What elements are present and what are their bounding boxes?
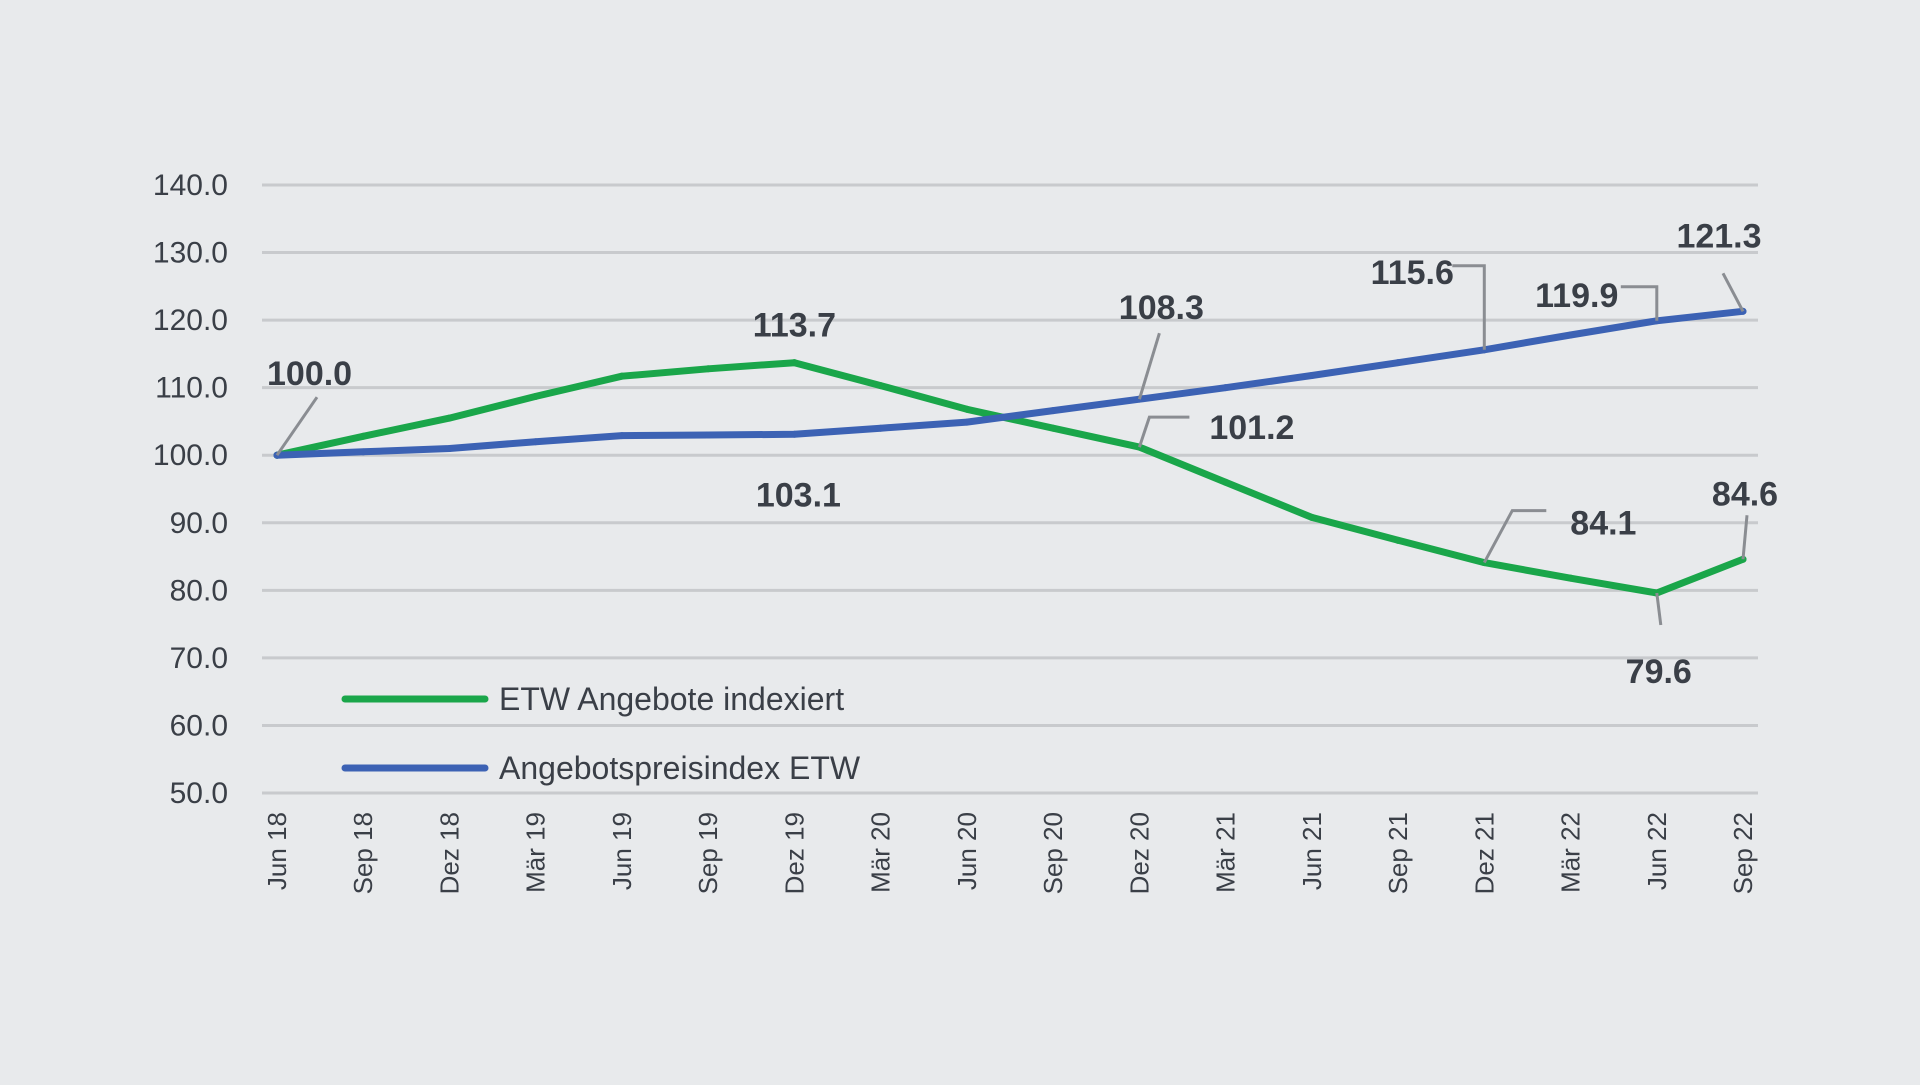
x-tick-label: Dez 19 <box>779 812 809 894</box>
legend-label-1: ETW Angebote indexiert <box>499 681 844 717</box>
data-point <box>618 372 626 380</box>
y-tick-label: 120.0 <box>153 304 228 337</box>
x-tick-label: Mär 22 <box>1556 812 1586 893</box>
x-tick-label: Jun 22 <box>1642 812 1672 890</box>
x-tick-label: Mär 20 <box>866 812 896 893</box>
data-point <box>790 430 798 438</box>
data-label: 101.2 <box>1209 409 1294 447</box>
data-point <box>532 438 540 446</box>
data-point <box>1049 424 1057 432</box>
data-point <box>1308 513 1316 521</box>
x-tick-label: Sep 18 <box>348 812 378 894</box>
x-tick-label: Jun 18 <box>262 812 292 890</box>
x-tick-label: Jun 20 <box>952 812 982 890</box>
legend: ETW Angebote indexiert Angebotspreisindex… <box>341 681 861 786</box>
legend-label-2: Angebotspreisindex ETW <box>499 750 861 786</box>
y-tick-label: 80.0 <box>170 574 228 607</box>
data-label: 103.1 <box>756 476 841 514</box>
data-point <box>877 424 885 432</box>
label-leader-lines <box>275 264 1749 626</box>
leader-line <box>1741 515 1749 560</box>
x-axis: Jun 18 Sep 18 Dez 18 Mär 19 Jun 19 Sep 19 Dez … <box>262 812 1758 894</box>
data-point <box>359 432 367 440</box>
leader-line <box>1620 285 1659 321</box>
data-point <box>1567 331 1575 339</box>
x-tick-label: Mär 21 <box>1211 812 1241 893</box>
x-tick-label: Mär 19 <box>521 812 551 893</box>
y-tick-label: 90.0 <box>170 507 228 540</box>
leader-line <box>1721 272 1745 312</box>
y-tick-label: 130.0 <box>153 237 228 270</box>
y-tick-label: 140.0 <box>153 169 228 202</box>
data-point <box>1308 372 1316 380</box>
series-line-1 <box>273 359 1747 597</box>
y-tick-label: 70.0 <box>170 642 228 675</box>
data-label: 113.7 <box>753 307 836 345</box>
leader-line <box>1137 332 1161 400</box>
data-point <box>1480 346 1488 354</box>
y-tick-label: 100.0 <box>153 439 228 472</box>
data-label: 119.9 <box>1535 277 1618 315</box>
x-tick-label: Dez 21 <box>1469 812 1499 894</box>
x-tick-label: Sep 22 <box>1728 812 1758 894</box>
data-point <box>790 359 798 367</box>
x-tick-label: Jun 21 <box>1297 812 1327 890</box>
data-point <box>1567 574 1575 582</box>
data-point <box>877 382 885 390</box>
data-label: 108.3 <box>1119 289 1204 327</box>
data-point <box>1049 407 1057 415</box>
leader-line <box>275 396 319 457</box>
x-tick-label: Dez 18 <box>434 812 464 894</box>
data-point <box>1394 536 1402 544</box>
data-point <box>1222 478 1230 486</box>
data-label: 100.0 <box>267 355 352 393</box>
gridlines <box>262 183 1758 795</box>
data-labels: 100.0 113.7 103.1 108.3 101.2 115.6 84.1 119.9 7… <box>267 217 1778 691</box>
series-lines <box>273 307 1747 597</box>
data-point <box>445 414 453 422</box>
series-line-2 <box>273 307 1747 459</box>
data-point <box>445 444 453 452</box>
data-label: 84.6 <box>1712 475 1778 513</box>
data-point <box>963 405 971 413</box>
x-tick-label: Dez 20 <box>1124 812 1154 894</box>
data-point <box>704 365 712 373</box>
leader-line <box>1482 509 1547 564</box>
leader-line <box>1452 264 1486 350</box>
data-label: 79.6 <box>1626 653 1692 691</box>
data-label: 84.1 <box>1570 505 1636 543</box>
y-tick-label: 60.0 <box>170 709 228 742</box>
x-tick-label: Sep 21 <box>1383 812 1413 894</box>
leader-line <box>1137 415 1190 448</box>
leader-line <box>1655 592 1663 626</box>
data-point <box>618 432 626 440</box>
y-tick-label: 110.0 <box>155 372 228 405</box>
data-label: 115.6 <box>1371 254 1454 292</box>
data-point <box>1394 359 1402 367</box>
data-point <box>1222 384 1230 392</box>
x-tick-label: Jun 19 <box>607 812 637 890</box>
data-label: 121.3 <box>1676 217 1761 255</box>
y-axis: 140.0 130.0 120.0 110.0 100.0 90.0 80.0 70.0 60.… <box>153 169 228 810</box>
x-tick-label: Sep 20 <box>1038 812 1068 894</box>
data-point <box>359 448 367 456</box>
data-point <box>532 392 540 400</box>
data-point <box>963 418 971 426</box>
data-point <box>704 431 712 439</box>
x-tick-label: Sep 19 <box>693 812 723 894</box>
y-tick-label: 50.0 <box>170 777 228 810</box>
